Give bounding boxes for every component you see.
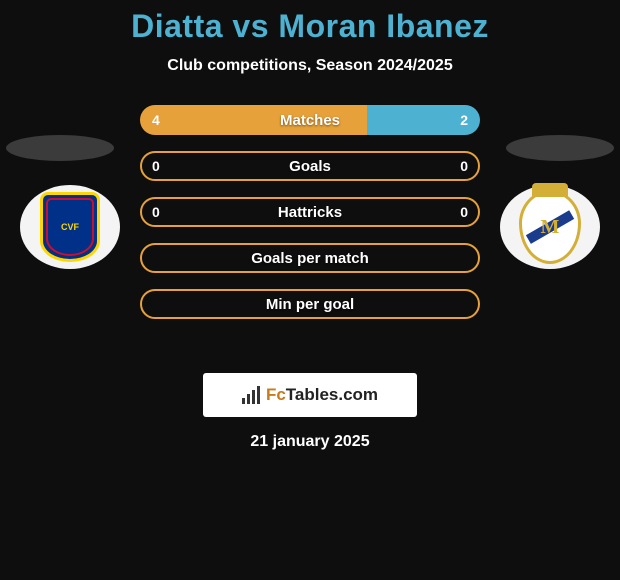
title-vs: vs xyxy=(232,8,278,44)
comparison-card: Diatta vs Moran Ibanez Club competitions… xyxy=(0,0,620,451)
stat-row: 0 0 Hattricks xyxy=(140,197,480,227)
player2-name: Moran Ibanez xyxy=(278,8,488,44)
stat-label: Hattricks xyxy=(278,204,342,221)
brand-rest: Tables.com xyxy=(286,385,378,404)
stat-value-left: 0 xyxy=(152,158,160,174)
stat-value-right: 2 xyxy=(460,112,468,128)
crest-right-text: M xyxy=(541,216,560,239)
stat-row: Goals per match xyxy=(140,243,480,273)
subtitle: Club competitions, Season 2024/2025 xyxy=(0,57,620,75)
club-badge-right: M xyxy=(500,185,600,269)
stat-value-right: 0 xyxy=(460,158,468,174)
stat-row: Min per goal xyxy=(140,289,480,319)
stat-value-left: 0 xyxy=(152,204,160,220)
crest-left-text: CVF xyxy=(61,223,79,232)
bar-chart-icon xyxy=(242,386,260,404)
compare-area: CVF M 4 2 Matches 0 0 Goals 0 0 Hattricks Goals p… xyxy=(0,105,620,365)
stat-value-left: 4 xyxy=(152,112,160,128)
player2-halo xyxy=(506,135,614,161)
stat-label: Min per goal xyxy=(266,296,354,313)
stat-label: Goals xyxy=(289,158,331,175)
date-text: 21 january 2025 xyxy=(0,433,620,451)
stat-row: 4 2 Matches xyxy=(140,105,480,135)
stat-value-right: 0 xyxy=(460,204,468,220)
player1-halo xyxy=(6,135,114,161)
brand-prefix: Fc xyxy=(266,385,286,404)
stat-label: Matches xyxy=(280,112,340,129)
club-badge-left: CVF xyxy=(20,185,120,269)
player1-name: Diatta xyxy=(131,8,223,44)
stats-list: 4 2 Matches 0 0 Goals 0 0 Hattricks Goals per mat… xyxy=(140,105,480,319)
stat-row: 0 0 Goals xyxy=(140,151,480,181)
real-madrid-crest-icon: M xyxy=(519,190,581,264)
stat-label: Goals per match xyxy=(251,250,369,267)
source-badge: FcTables.com xyxy=(203,373,417,417)
brand-text: FcTables.com xyxy=(266,385,378,405)
page-title: Diatta vs Moran Ibanez xyxy=(0,8,620,45)
villarreal-crest-icon: CVF xyxy=(40,192,100,262)
